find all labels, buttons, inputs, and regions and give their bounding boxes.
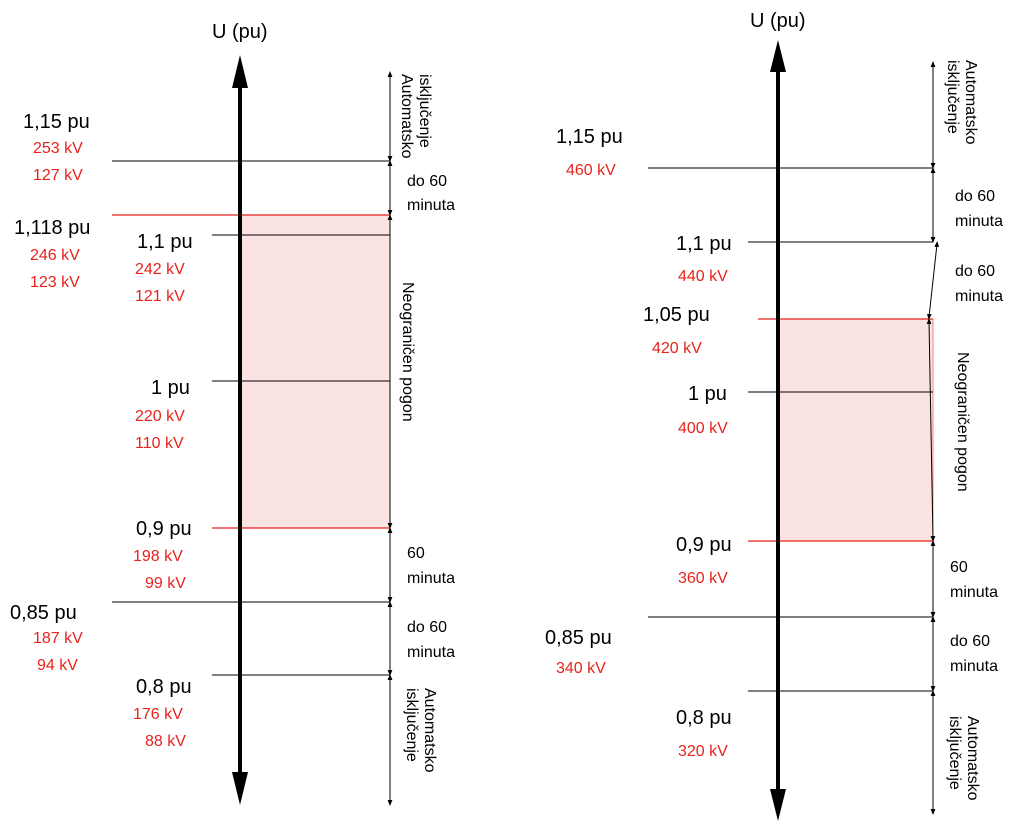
- left-zone-lower60-line1: 60: [407, 545, 425, 562]
- left-kv-085-b: 94 kV: [37, 657, 78, 674]
- svg-text:Neograničen pogon: Neograničen pogon: [954, 352, 971, 492]
- right-zone-lower60-line1: 60: [950, 559, 968, 576]
- svg-text:isključenje: isključenje: [946, 716, 963, 790]
- left-zone-lower60b-line1: do 60: [407, 619, 447, 636]
- left-axis-arrow-up: [232, 55, 248, 88]
- right-unlimited-band: [777, 318, 934, 542]
- right-zone-auto-bottom: Automatsko isključenje: [946, 716, 981, 801]
- right-kv-09: 360 kV: [678, 570, 728, 587]
- left-pu-1: 1 pu: [151, 377, 190, 399]
- left-zone-lower60-line2: minuta: [407, 570, 455, 587]
- right-pu-115: 1,15 pu: [556, 126, 623, 148]
- right-zone-upper60b-line1: do 60: [955, 263, 995, 280]
- left-kv-11-a: 242 kV: [135, 261, 185, 278]
- right-kv-085: 340 kV: [556, 660, 606, 677]
- left-kv-09-a: 198 kV: [133, 548, 183, 565]
- right-pu-08: 0,8 pu: [676, 707, 732, 729]
- right-dim-unlimited: [926, 318, 936, 542]
- svg-text:isključenje: isključenje: [944, 60, 961, 134]
- svg-text:Automatsko: Automatsko: [964, 716, 981, 801]
- right-pu-105: 1,05 pu: [643, 304, 710, 326]
- right-zone-unlimited: Neograničen pogon: [954, 352, 971, 492]
- left-zone-auto-top: Automatsko isključenje: [398, 74, 433, 159]
- left-zone-unlimited: Neograničen pogon: [399, 282, 416, 422]
- right-zone-upper60a-line2: minuta: [955, 213, 1003, 230]
- right-kv-115: 460 kV: [566, 162, 616, 179]
- left-axis-label: U (pu): [212, 21, 268, 43]
- left-kv-1118-a: 246 kV: [30, 247, 80, 264]
- left-unlimited-band: [239, 214, 391, 529]
- left-zone-lower60b-line2: minuta: [407, 644, 455, 661]
- right-kv-105: 420 kV: [652, 340, 702, 357]
- svg-text:Neograničen pogon: Neograničen pogon: [399, 282, 416, 422]
- left-kv-1118-b: 123 kV: [30, 274, 80, 291]
- svg-text:isključenje: isključenje: [403, 688, 420, 762]
- svg-text:Automatsko: Automatsko: [421, 688, 438, 773]
- right-dim-upper60b: [926, 241, 940, 320]
- left-zone-auto-bottom: Automatsko isključenje: [403, 688, 438, 773]
- right-zone-upper60b-line2: minuta: [955, 288, 1003, 305]
- right-kv-08: 320 kV: [678, 743, 728, 760]
- svg-text:isključenje: isključenje: [416, 74, 433, 148]
- left-kv-08-a: 176 kV: [133, 706, 183, 723]
- left-kv-11-b: 121 kV: [135, 288, 185, 305]
- left-kv-1-a: 220 kV: [135, 408, 185, 425]
- left-kv-1-b: 110 kV: [135, 435, 184, 452]
- right-axis-arrow-up: [770, 40, 786, 72]
- left-zone-upper60-line1: do 60: [407, 173, 447, 190]
- right-zone-auto-top: Automatsko isključenje: [944, 60, 979, 145]
- right-pu-09: 0,9 pu: [676, 534, 732, 556]
- right-axis-arrow-down: [770, 789, 786, 821]
- left-kv-115-a: 253 kV: [33, 140, 83, 157]
- left-pu-08: 0,8 pu: [136, 676, 192, 698]
- right-zone-lower60b-line1: do 60: [950, 633, 990, 650]
- left-kv-085-a: 187 kV: [33, 630, 83, 647]
- left-diagram: U (pu) Automatsko isključenje do 60 minu…: [10, 21, 455, 806]
- right-axis-label: U (pu): [750, 10, 806, 32]
- left-kv-08-b: 88 kV: [145, 733, 186, 750]
- right-kv-1: 400 kV: [678, 420, 728, 437]
- left-pu-11: 1,1 pu: [137, 231, 193, 253]
- left-axis-arrow-down: [232, 772, 248, 805]
- right-zone-upper60a-line1: do 60: [955, 188, 995, 205]
- right-pu-1: 1 pu: [688, 383, 727, 405]
- right-kv-11: 440 kV: [678, 268, 728, 285]
- right-zone-lower60b-line2: minuta: [950, 658, 998, 675]
- left-pu-1118: 1,118 pu: [14, 217, 90, 239]
- right-diagram: U (pu) Automatsko isključenje do 60 minu…: [545, 10, 1003, 821]
- right-pu-085: 0,85 pu: [545, 627, 612, 649]
- left-kv-09-b: 99 kV: [145, 575, 186, 592]
- left-zone-upper60-line2: minuta: [407, 197, 455, 214]
- left-pu-115: 1,15 pu: [23, 111, 90, 133]
- right-pu-11: 1,1 pu: [676, 233, 732, 255]
- left-pu-085: 0,85 pu: [10, 602, 77, 624]
- right-zone-lower60-line2: minuta: [950, 584, 998, 601]
- svg-text:Automatsko: Automatsko: [398, 74, 415, 159]
- left-pu-09: 0,9 pu: [136, 518, 192, 540]
- svg-text:Automatsko: Automatsko: [962, 60, 979, 145]
- left-kv-115-b: 127 kV: [33, 167, 83, 184]
